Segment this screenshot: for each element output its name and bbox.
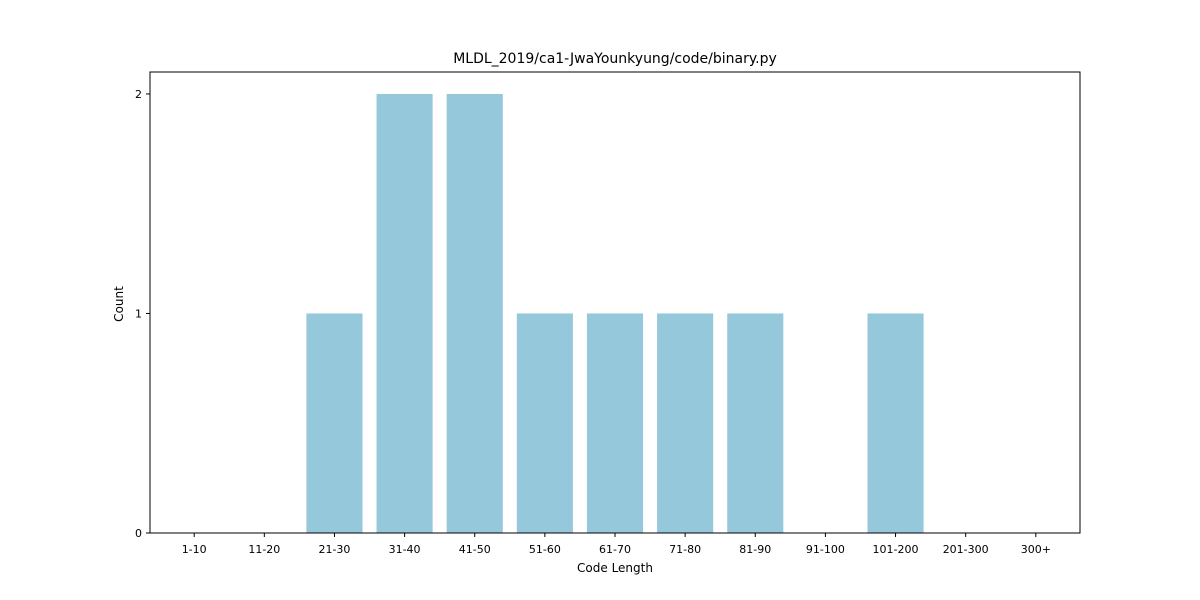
x-tick-label: 41-50 bbox=[459, 543, 491, 556]
y-tick-label: 2 bbox=[135, 88, 142, 101]
y-axis: 0 1 2 bbox=[135, 88, 150, 540]
x-tick-label: 81-90 bbox=[739, 543, 771, 556]
x-tick-label: 51-60 bbox=[529, 543, 561, 556]
x-axis: 1-10 11-20 21-30 31-40 41-50 51-60 61-70 71-80 8… bbox=[182, 533, 1051, 556]
x-tick-label: 300+ bbox=[1021, 543, 1051, 556]
bar-41-50 bbox=[447, 94, 503, 533]
bar-51-60 bbox=[517, 313, 573, 533]
bar-21-30 bbox=[306, 313, 362, 533]
y-tick-label: 0 bbox=[135, 527, 142, 540]
x-tick-label: 21-30 bbox=[318, 543, 350, 556]
x-tick-label: 71-80 bbox=[669, 543, 701, 556]
x-tick-label: 1-10 bbox=[182, 543, 207, 556]
bar-31-40 bbox=[377, 94, 433, 533]
x-tick-label: 11-20 bbox=[248, 543, 280, 556]
bars-group bbox=[306, 94, 923, 533]
bar-81-90 bbox=[727, 313, 783, 533]
y-tick-label: 1 bbox=[135, 307, 142, 320]
bar-61-70 bbox=[587, 313, 643, 533]
x-tick-label: 201-300 bbox=[943, 543, 989, 556]
bar-101-200 bbox=[867, 313, 923, 533]
x-tick-label: 61-70 bbox=[599, 543, 631, 556]
bar-71-80 bbox=[657, 313, 713, 533]
x-tick-label: 101-200 bbox=[873, 543, 919, 556]
chart-title: MLDL_2019/ca1-JwaYounkyung/code/binary.p… bbox=[453, 51, 777, 67]
y-axis-label: Count bbox=[112, 286, 126, 322]
x-tick-label: 91-100 bbox=[806, 543, 845, 556]
x-tick-label: 31-40 bbox=[389, 543, 421, 556]
x-axis-label: Code Length bbox=[577, 561, 653, 575]
